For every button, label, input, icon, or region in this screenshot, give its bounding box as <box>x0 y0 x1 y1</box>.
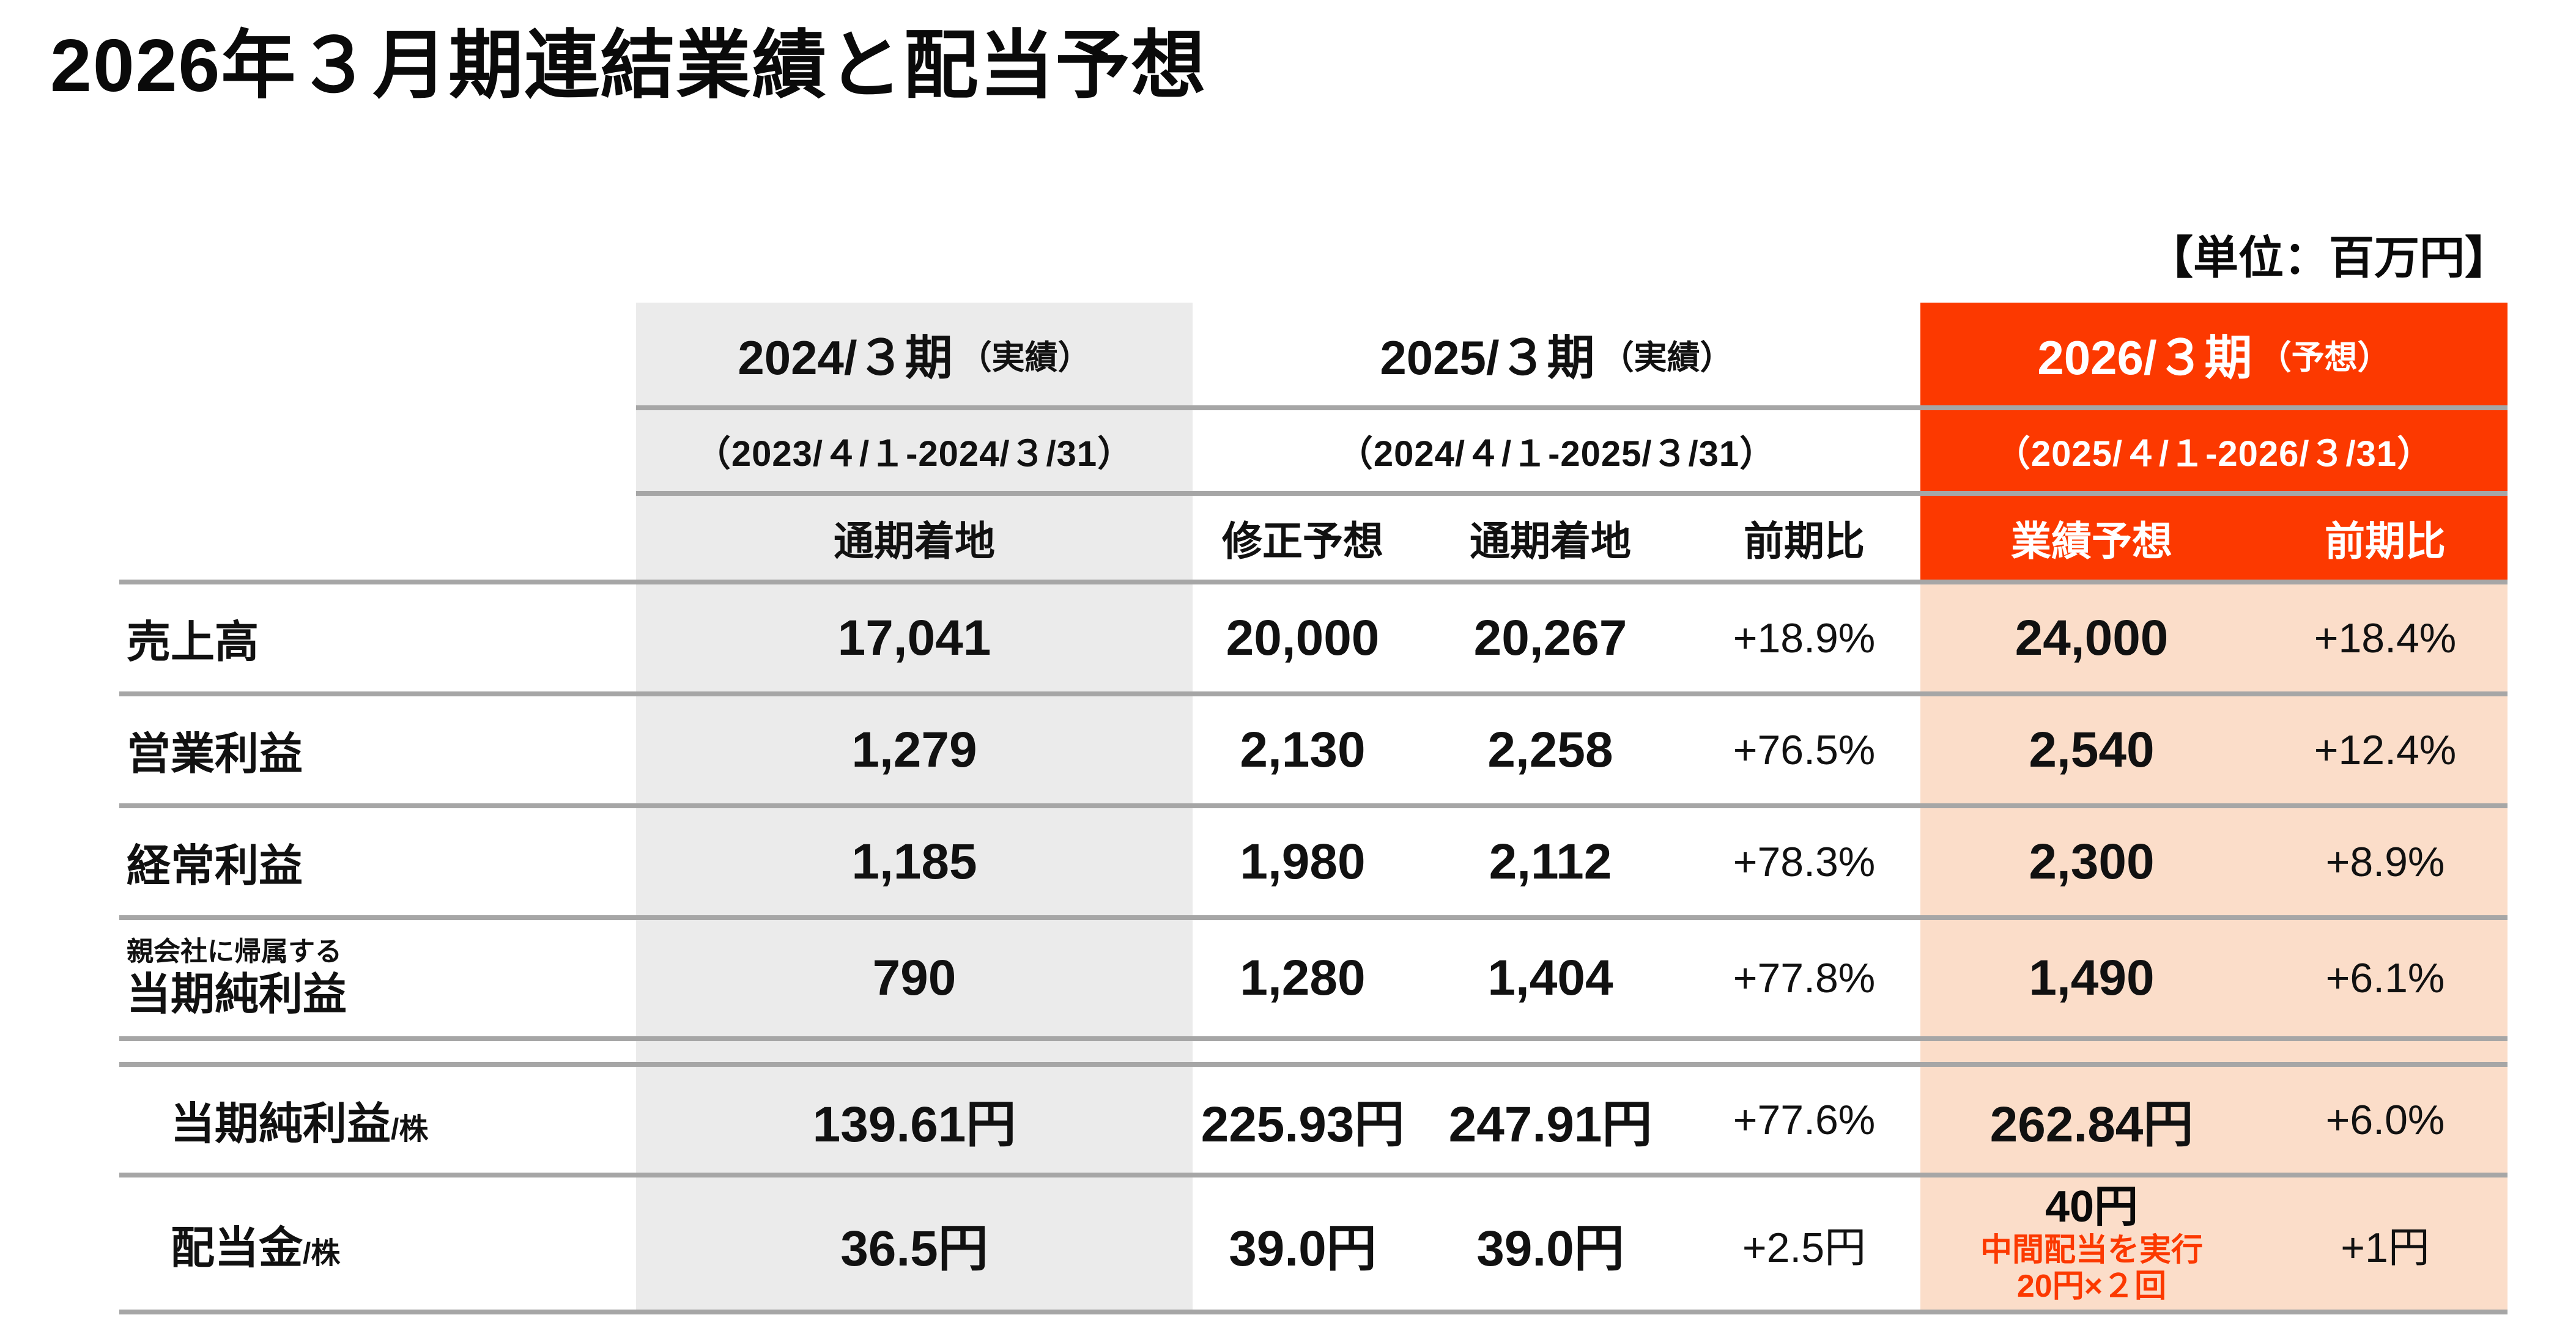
divider-gap <box>119 1036 636 1062</box>
row-label-ordinary-income: 経常利益 <box>119 803 636 915</box>
period-header-fy2026: 2026/３期 （予想） <box>1920 303 2508 405</box>
cell-div-fy2026-yoy: +1円 <box>2263 1173 2508 1314</box>
colhead-fy2025-actual: 通期着地 <box>1413 491 1688 580</box>
cell-ord-fy2025-yoy: +78.3% <box>1688 803 1920 915</box>
cell-net-fy2025-revised: 1,280 <box>1193 915 1413 1036</box>
dividend-label-suffix: /株 <box>303 1237 341 1270</box>
cell-eps-fy2026-yoy: +6.0% <box>2263 1062 2508 1173</box>
dividend-note-line1: 中間配当を実行 <box>1980 1232 2203 1268</box>
cell-ord-fy2024: 1,185 <box>636 803 1193 915</box>
cell-sales-fy2024: 17,041 <box>636 580 1193 691</box>
cell-op-fy2025-yoy: +76.5% <box>1688 691 1920 803</box>
colhead-fy2026-yoy: 前期比 <box>2263 491 2508 580</box>
divider-gap <box>1413 1036 1688 1062</box>
cell-sales-fy2025-yoy: +18.9% <box>1688 580 1920 691</box>
cell-eps-fy2025-actual: 247.91円 <box>1413 1062 1688 1173</box>
cell-ord-fy2026: 2,300 <box>1920 803 2263 915</box>
divider-gap <box>1920 1036 2263 1062</box>
row-label-eps: 当期純利益/株 <box>119 1062 636 1173</box>
cell-op-fy2026-yoy: +12.4% <box>2263 691 2508 803</box>
date-range-fy2024: （2023/４/１-2024/３/31） <box>636 405 1193 491</box>
dividend-note-line2: 20円×２回 <box>2016 1269 2167 1305</box>
cell-sales-fy2025-revised: 20,000 <box>1193 580 1413 691</box>
period-label: 2026/３期 <box>2037 331 2252 385</box>
cell-op-fy2025-revised: 2,130 <box>1193 691 1413 803</box>
cell-net-fy2025-actual: 1,404 <box>1413 915 1688 1036</box>
cell-ord-fy2025-revised: 1,980 <box>1193 803 1413 915</box>
spacer <box>119 405 636 491</box>
cell-ord-fy2026-yoy: +8.9% <box>2263 803 2508 915</box>
unit-note: 【単位：百万円】 <box>2148 232 2510 283</box>
page-title: 2026年３月期連結業績と配当予想 <box>50 24 1207 107</box>
period-label: 2025/３期 <box>1380 331 1595 385</box>
period-header-fy2024: 2024/３期 （実績） <box>636 303 1193 405</box>
cell-sales-fy2026-yoy: +18.4% <box>2263 580 2508 691</box>
row-label-net-income: 親会社に帰属する 当期純利益 <box>119 915 636 1036</box>
cell-eps-fy2025-yoy: +77.6% <box>1688 1062 1920 1173</box>
colhead-fy2025-revised: 修正予想 <box>1193 491 1413 580</box>
cell-eps-fy2024: 139.61円 <box>636 1062 1193 1173</box>
eps-label: 当期純利益 <box>171 1100 391 1149</box>
cell-net-fy2026: 1,490 <box>1920 915 2263 1036</box>
colhead-fy2024-actual: 通期着地 <box>636 491 1193 580</box>
row-label-sales: 売上高 <box>119 580 636 691</box>
period-suffix: （実績） <box>1601 339 1733 376</box>
cell-op-fy2025-actual: 2,258 <box>1413 691 1688 803</box>
results-table: 2024/３期 （実績） 2025/３期 （実績） 2026/３期 （予想） （… <box>119 303 2508 1314</box>
cell-net-fy2026-yoy: +6.1% <box>2263 915 2508 1036</box>
row-label-operating-income: 営業利益 <box>119 691 636 803</box>
date-range-fy2026: （2025/４/１-2026/３/31） <box>1920 405 2508 491</box>
cell-op-fy2026: 2,540 <box>1920 691 2263 803</box>
period-label: 2024/３期 <box>738 331 953 385</box>
colhead-fy2025-yoy: 前期比 <box>1688 491 1920 580</box>
dividend-label: 配当金 <box>171 1223 303 1273</box>
dividend-forecast-amount: 40円 <box>2045 1182 2139 1231</box>
cell-op-fy2024: 1,279 <box>636 691 1193 803</box>
net-income-note: 親会社に帰属する <box>127 937 342 967</box>
eps-label-suffix: /株 <box>391 1113 429 1146</box>
cell-div-fy2024: 36.5円 <box>636 1173 1193 1314</box>
cell-net-fy2024: 790 <box>636 915 1193 1036</box>
cell-div-fy2025-yoy: +2.5円 <box>1688 1173 1920 1314</box>
spacer <box>119 491 636 580</box>
divider-gap <box>636 1036 1193 1062</box>
net-income-label: 当期純利益 <box>127 970 347 1020</box>
period-header-fy2025: 2025/３期 （実績） <box>1193 303 1920 405</box>
cell-div-fy2025-revised: 39.0円 <box>1193 1173 1413 1314</box>
cell-eps-fy2025-revised: 225.93円 <box>1193 1062 1413 1173</box>
cell-ord-fy2025-actual: 2,112 <box>1413 803 1688 915</box>
period-suffix: （予想） <box>2258 339 2391 376</box>
date-range-fy2025: （2024/４/１-2025/３/31） <box>1193 405 1920 491</box>
corner-spacer <box>119 303 636 405</box>
cell-div-fy2025-actual: 39.0円 <box>1413 1173 1688 1314</box>
divider-gap <box>1193 1036 1413 1062</box>
period-suffix: （実績） <box>958 339 1091 376</box>
divider-gap <box>2263 1036 2508 1062</box>
divider-gap <box>1688 1036 1920 1062</box>
row-label-dividend: 配当金/株 <box>119 1173 636 1314</box>
cell-sales-fy2025-actual: 20,267 <box>1413 580 1688 691</box>
colhead-fy2026-forecast: 業績予想 <box>1920 491 2263 580</box>
cell-div-fy2026: 40円 中間配当を実行 20円×２回 <box>1920 1173 2263 1314</box>
cell-sales-fy2026: 24,000 <box>1920 580 2263 691</box>
cell-eps-fy2026: 262.84円 <box>1920 1062 2263 1173</box>
cell-net-fy2025-yoy: +77.8% <box>1688 915 1920 1036</box>
